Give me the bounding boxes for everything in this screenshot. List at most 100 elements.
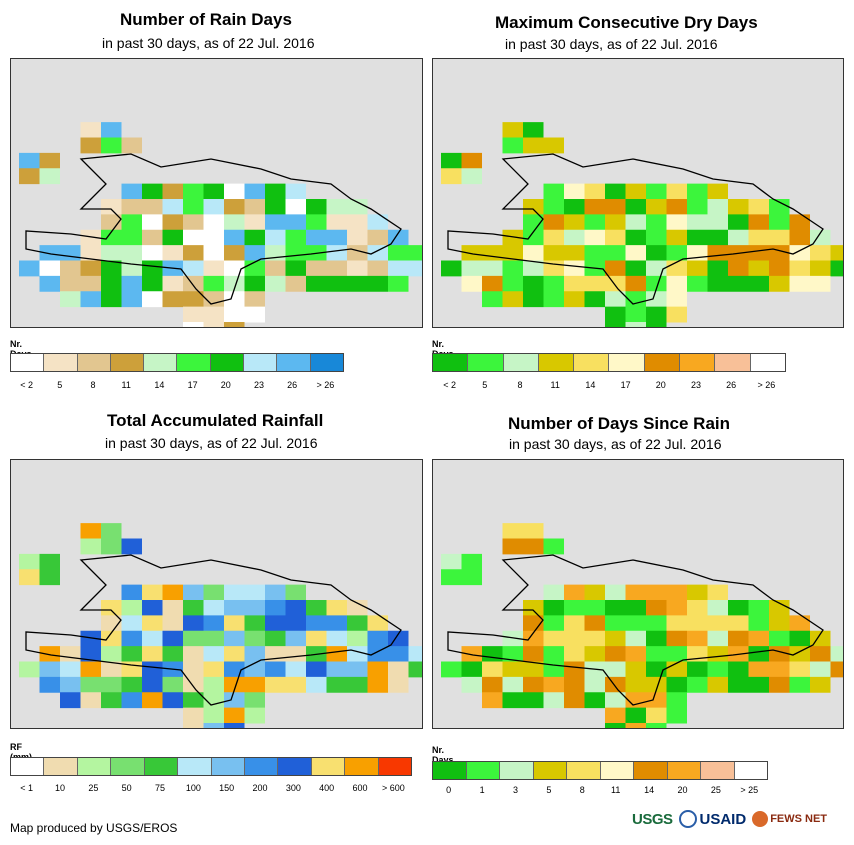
map-cell <box>183 723 204 728</box>
map-cell <box>646 183 667 200</box>
map-cell <box>646 214 667 231</box>
legend-tick-label: 20 <box>677 785 688 795</box>
legend-swatch <box>311 758 346 775</box>
legend-swatch <box>750 354 785 371</box>
legend-tick-label: 200 <box>252 783 268 793</box>
legend-tick-label: 8 <box>90 380 96 390</box>
map-cell <box>584 275 605 292</box>
map-cell <box>388 275 409 292</box>
map-cell <box>39 152 60 169</box>
map-cell <box>625 229 646 246</box>
legend-tick-label: 600 <box>352 783 368 793</box>
map-cell <box>101 661 122 678</box>
map-cell <box>584 291 605 308</box>
map-cell <box>121 275 142 292</box>
map-canvas <box>441 523 843 728</box>
map-cell <box>326 229 347 246</box>
map-cell <box>142 260 163 277</box>
map-cell <box>584 676 605 693</box>
map-cell <box>183 707 204 724</box>
map-cell <box>265 600 286 616</box>
map-cell <box>162 692 183 709</box>
map-cell <box>523 538 544 555</box>
map-cell <box>306 600 327 616</box>
legend-swatch <box>244 354 278 371</box>
map-cell <box>605 245 626 261</box>
map-cell <box>666 600 687 616</box>
legend-tick-label: > 600 <box>381 783 405 793</box>
map-cell <box>224 306 245 323</box>
map-cell <box>244 584 265 601</box>
map-cell <box>687 229 708 246</box>
map-cell <box>224 183 245 200</box>
legend-swatch <box>111 758 145 775</box>
map-cell <box>564 600 585 616</box>
map-cell <box>39 260 60 277</box>
map-cell <box>265 615 286 632</box>
map-cell <box>183 584 204 601</box>
map-cell <box>564 199 585 215</box>
map-cell <box>646 291 667 308</box>
map-cell <box>203 707 224 724</box>
map-cell <box>80 291 101 308</box>
legend-swatch <box>278 758 312 775</box>
legend-swatch <box>468 354 504 371</box>
legend-swatch <box>11 758 45 775</box>
map-cell <box>121 245 142 261</box>
map-cell <box>101 137 122 154</box>
map-cell <box>244 615 265 632</box>
map-cell <box>789 615 810 632</box>
map-cell <box>183 245 204 261</box>
legend-swatch <box>533 762 567 779</box>
map-cell <box>101 630 122 647</box>
map-cell <box>605 229 626 246</box>
map-cell <box>584 229 605 246</box>
map-cell <box>244 707 265 724</box>
map-cell <box>564 646 585 662</box>
map-cell <box>224 692 245 709</box>
map-cell <box>367 676 388 693</box>
legend-tick-label: 25 <box>710 785 721 795</box>
map-cell <box>605 707 626 724</box>
map-cell <box>666 260 687 277</box>
map-cell <box>347 600 368 616</box>
map-cell <box>244 183 265 200</box>
map-cell <box>347 199 368 215</box>
map-cell <box>101 291 122 308</box>
map-cell <box>265 661 286 678</box>
map-cell <box>707 260 728 277</box>
island-outline <box>447 153 824 305</box>
map-cell <box>666 214 687 231</box>
map-cell <box>101 214 122 231</box>
panel-title: Total Accumulated Rainfall <box>107 411 324 430</box>
map-cell <box>502 122 523 138</box>
map-cell <box>203 245 224 261</box>
map-cell <box>707 630 728 647</box>
map-cell <box>183 183 204 200</box>
map-cell <box>347 260 368 277</box>
map-cell <box>605 723 626 728</box>
legend-tick-label: 8 <box>579 785 585 795</box>
map-cell <box>605 322 626 327</box>
legend-swatch <box>77 758 112 775</box>
map-cell <box>162 229 183 246</box>
fews-net-logo-text: FEWS NET <box>770 813 828 825</box>
map-cell <box>810 646 831 662</box>
map-cell <box>142 199 163 215</box>
map-cell <box>326 260 347 277</box>
map-cell <box>769 661 790 678</box>
map-cell <box>605 600 626 616</box>
legend-tick-label: 11 <box>550 380 560 390</box>
map-cell <box>564 245 585 261</box>
map-cell <box>121 199 142 215</box>
map-cell <box>666 584 687 601</box>
legend-tick-label: 75 <box>154 783 166 793</box>
map-cell <box>19 661 40 678</box>
map-cell <box>564 214 585 231</box>
map-cell <box>60 676 81 693</box>
map-cell <box>388 245 409 261</box>
map-cell <box>461 275 482 292</box>
legend-tick-label: < 2 <box>443 380 456 390</box>
map-cell <box>285 214 306 231</box>
map-cell <box>183 260 204 277</box>
